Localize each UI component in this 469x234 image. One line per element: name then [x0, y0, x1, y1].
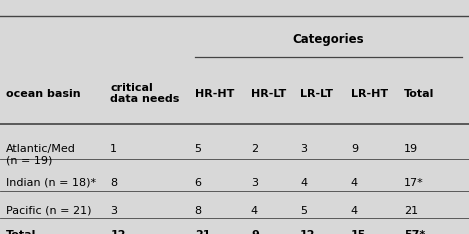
- Text: HR-HT: HR-HT: [195, 89, 234, 99]
- Text: 4: 4: [300, 178, 307, 188]
- Text: Atlantic/Med
(n = 19): Atlantic/Med (n = 19): [6, 144, 76, 165]
- Text: HR-LT: HR-LT: [251, 89, 286, 99]
- Text: 1: 1: [110, 144, 117, 154]
- Text: 8: 8: [195, 206, 202, 216]
- Text: 9: 9: [351, 144, 358, 154]
- Text: 4: 4: [351, 178, 358, 188]
- Text: Indian (n = 18)*: Indian (n = 18)*: [6, 178, 96, 188]
- Text: 2: 2: [251, 144, 258, 154]
- Text: 12: 12: [300, 230, 316, 234]
- Text: Total: Total: [6, 230, 36, 234]
- Text: 21: 21: [195, 230, 210, 234]
- Text: Pacific (n = 21): Pacific (n = 21): [6, 206, 91, 216]
- Text: 5: 5: [195, 144, 202, 154]
- Text: 15: 15: [351, 230, 366, 234]
- Text: ocean basin: ocean basin: [6, 89, 80, 99]
- Text: 9: 9: [251, 230, 259, 234]
- Text: 3: 3: [110, 206, 117, 216]
- Text: LR-LT: LR-LT: [300, 89, 333, 99]
- Text: LR-HT: LR-HT: [351, 89, 388, 99]
- Text: 19: 19: [404, 144, 418, 154]
- Text: 8: 8: [110, 178, 117, 188]
- Text: 21: 21: [404, 206, 418, 216]
- Text: Categories: Categories: [293, 33, 364, 46]
- Text: 17*: 17*: [404, 178, 424, 188]
- Text: critical
data needs: critical data needs: [110, 83, 180, 104]
- Text: 3: 3: [251, 178, 258, 188]
- Text: 6: 6: [195, 178, 202, 188]
- Text: 12: 12: [110, 230, 126, 234]
- Text: 57*: 57*: [404, 230, 425, 234]
- Text: 4: 4: [251, 206, 258, 216]
- Text: 3: 3: [300, 144, 307, 154]
- Text: Total: Total: [404, 89, 435, 99]
- Text: 5: 5: [300, 206, 307, 216]
- Text: 4: 4: [351, 206, 358, 216]
